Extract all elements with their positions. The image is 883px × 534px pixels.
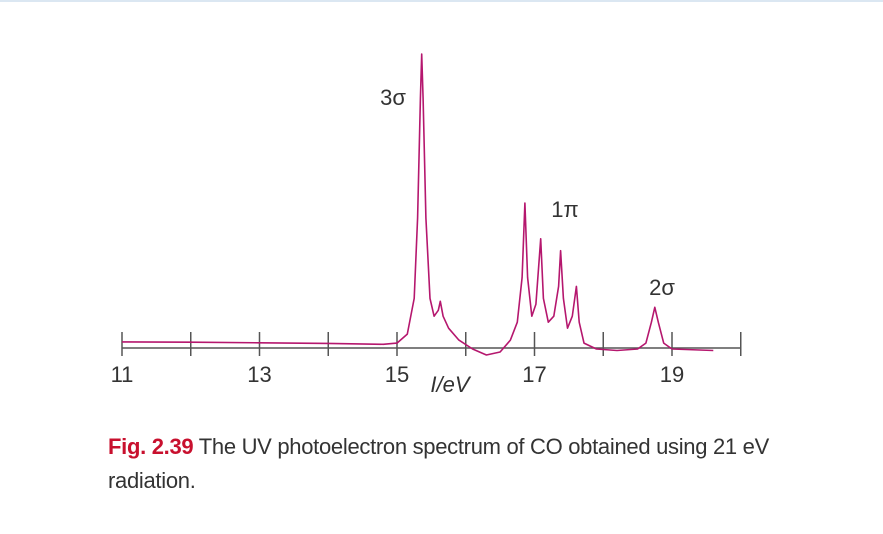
- caption-label: Fig. 2.39: [108, 434, 194, 459]
- peak-label: 3σ: [380, 85, 406, 110]
- x-tick-label: 19: [660, 362, 684, 387]
- caption: Fig. 2.39 The UV photoelectron spectrum …: [108, 430, 848, 498]
- x-tick-label: 17: [522, 362, 546, 387]
- x-tick-label: 15: [385, 362, 409, 387]
- caption-text: The UV photoelectron spectrum of CO obta…: [108, 434, 769, 493]
- x-tick-label: 11: [111, 362, 134, 387]
- peak-label: 2σ: [649, 275, 675, 300]
- spectrum-line: [121, 53, 714, 356]
- x-axis-label: I/eV: [430, 372, 471, 397]
- chart: I/eV 11 13 15 17 19 3σ 1π 2σ: [111, 53, 742, 397]
- x-tick-label: 13: [247, 362, 271, 387]
- peak-label: 1π: [551, 197, 578, 222]
